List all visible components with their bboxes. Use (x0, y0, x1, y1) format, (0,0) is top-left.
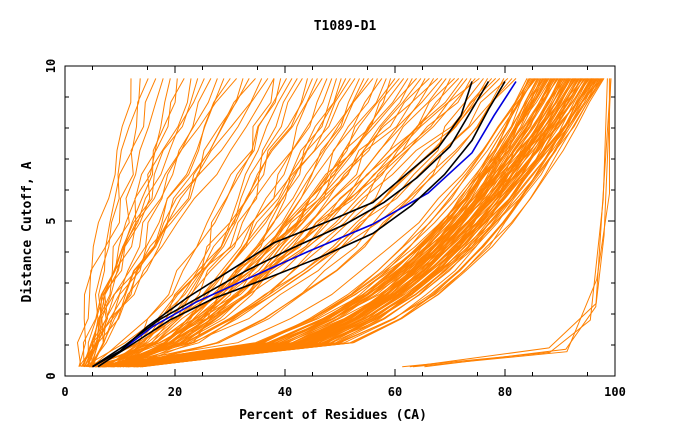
orange-model-line (123, 78, 476, 368)
black-model-line (92, 81, 490, 368)
orange-model-line (125, 78, 601, 368)
orange-model-line (105, 78, 578, 368)
orange-model-line (102, 78, 409, 368)
orange-model-line (104, 78, 392, 368)
orange-model-line (104, 78, 517, 368)
orange-model-line (97, 78, 396, 368)
orange-model-line (90, 78, 426, 368)
orange-model-line (95, 78, 598, 368)
orange-model-line (111, 78, 532, 368)
orange-model-line (91, 78, 537, 368)
x-axis-label: Percent of Residues (CA) (239, 408, 427, 423)
orange-model-line (91, 78, 562, 368)
orange-model-line (412, 78, 611, 368)
orange-model-line (102, 78, 604, 368)
orange-model-line (129, 78, 351, 368)
orange-model-line (110, 78, 513, 368)
y-tick-label: 10 (44, 59, 58, 73)
orange-model-line (87, 78, 141, 367)
orange-model-line (98, 78, 605, 368)
orange-model-line (86, 78, 185, 367)
orange-model-line (82, 78, 237, 367)
x-axis-ticks: 0 20 40 60 80 100 (61, 66, 626, 399)
x-tick-label: 100 (604, 385, 626, 399)
highlighted-model-curves (92, 81, 517, 368)
x-tick-label: 60 (388, 385, 402, 399)
orange-model-line (82, 78, 263, 367)
orange-model-line (78, 78, 132, 367)
orange-model-line (78, 78, 269, 367)
y-tick-label: 0 (44, 372, 58, 379)
orange-model-line (99, 78, 586, 368)
chart-title: T1089-D1 (314, 19, 377, 34)
black-model-line (97, 81, 506, 368)
orange-model-line (116, 78, 480, 368)
y-axis-label: Distance Cutoff, A (20, 161, 35, 302)
orange-model-line (103, 78, 323, 368)
orange-model-line (116, 78, 430, 368)
orange-model-line (107, 78, 509, 368)
orange-model-line (91, 78, 164, 367)
orange-model-line (91, 78, 218, 367)
orange-model-line (137, 78, 567, 368)
orange-model-line (424, 78, 612, 368)
orange-model-line (135, 78, 602, 368)
orange-model-line (80, 78, 275, 367)
orange-model-line (129, 78, 360, 368)
y-axis-ticks: 0 5 10 (44, 59, 615, 380)
orange-model-line (96, 78, 577, 368)
orange-model-line (98, 78, 559, 368)
orange-model-line (76, 78, 149, 367)
black-model-line (92, 81, 473, 368)
orange-model-curves (76, 78, 612, 368)
orange-model-line (98, 78, 557, 368)
blue-model-line (92, 81, 517, 368)
orange-model-line (102, 78, 584, 368)
orange-model-line (91, 78, 205, 367)
orange-model-line (114, 78, 318, 368)
orange-model-line (98, 78, 464, 368)
orange-model-line (88, 78, 250, 367)
x-tick-label: 0 (61, 385, 68, 399)
orange-model-line (89, 78, 225, 367)
orange-model-line (88, 78, 585, 368)
orange-model-line (91, 78, 595, 368)
x-tick-label: 40 (278, 385, 292, 399)
x-tick-label: 20 (168, 385, 182, 399)
orange-model-line (117, 78, 468, 368)
orange-model-line (124, 78, 505, 368)
orange-model-line (119, 78, 602, 368)
x-tick-label: 80 (498, 385, 512, 399)
orange-model-line (100, 78, 501, 368)
orange-model-line (118, 78, 497, 368)
orange-model-line (88, 78, 489, 368)
orange-model-line (91, 78, 287, 368)
orange-model-line (88, 78, 439, 368)
orange-model-line (117, 78, 405, 368)
orange-model-line (118, 78, 308, 368)
orange-model-line (122, 78, 378, 368)
orange-model-line (126, 78, 328, 368)
y-tick-label: 5 (44, 217, 58, 224)
orange-model-line (127, 78, 365, 368)
